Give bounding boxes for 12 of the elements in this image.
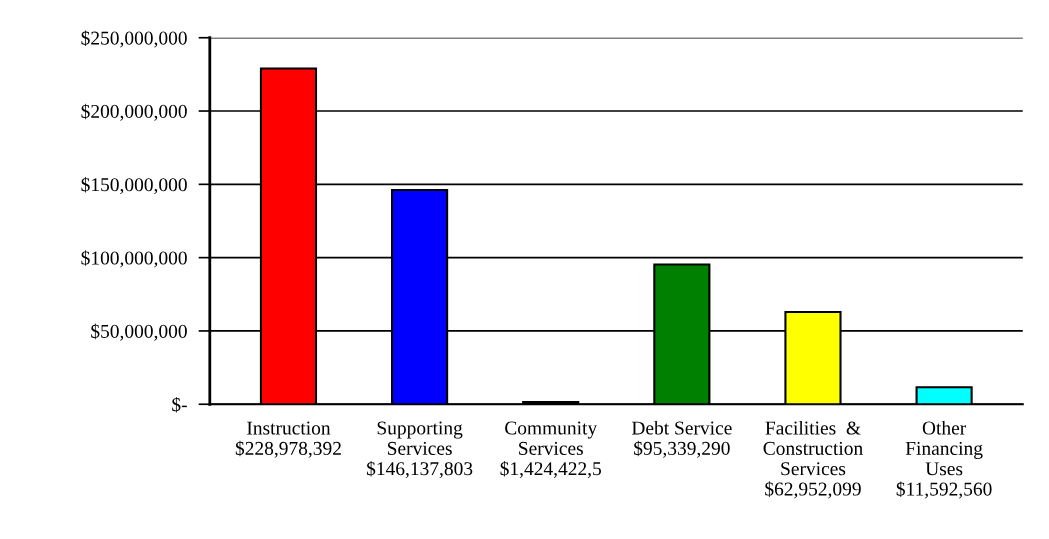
y-tick-label: $100,000,000 bbox=[81, 250, 187, 268]
y-tick-label: $150,000,000 bbox=[81, 177, 187, 195]
x-tick-label: Community Services $1,424,422,5 bbox=[500, 421, 602, 479]
x-tick-label: Debt Service $95,339,290 bbox=[631, 420, 732, 458]
x-tick-label: Other Financing Uses $11,592,560 bbox=[896, 420, 992, 499]
x-tick-label: Instruction $228,978,392 bbox=[235, 421, 341, 458]
y-tick-label: $- bbox=[172, 396, 187, 413]
y-tick-label: $50,000,000 bbox=[91, 323, 187, 341]
x-tick-label: Facilities & Construction Services $62,952,099 bbox=[763, 420, 863, 499]
x-tick-label: Supporting Services $146,137,803 bbox=[366, 421, 473, 479]
y-tick-label: $250,000,000 bbox=[81, 30, 187, 48]
y-tick-label: $200,000,000 bbox=[81, 103, 187, 121]
